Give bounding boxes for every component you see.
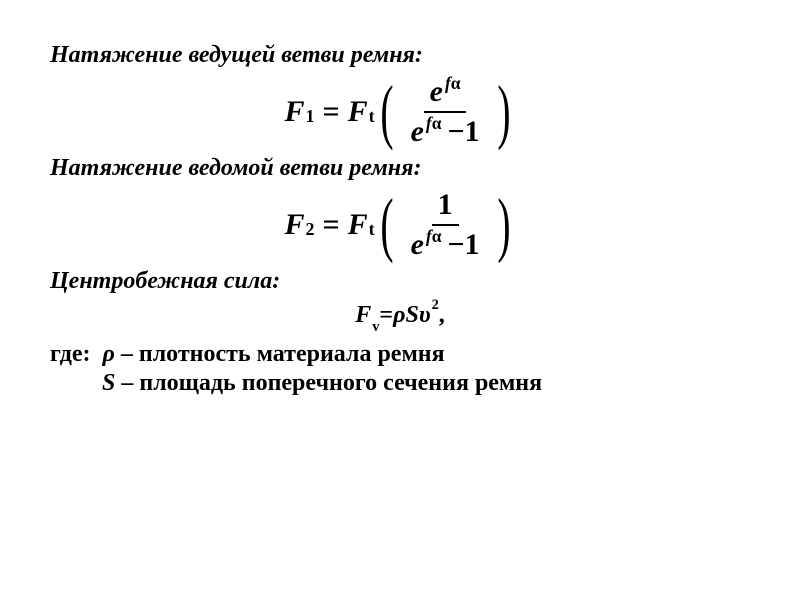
formula-fv: Fv=ρSυ2, (50, 301, 750, 333)
fv-comma: , (439, 302, 445, 328)
fv-v: υ (419, 302, 431, 328)
f2-num-one: 1 (438, 188, 453, 222)
f1-num-exp-alpha: α (451, 73, 461, 94)
where-s-dash: – (115, 370, 139, 396)
f1-lparen: ( (380, 83, 393, 141)
f2-fraction: 1 e fα −1 (405, 188, 486, 262)
f2-den-base: e (411, 228, 424, 262)
where-rho-dash: – (115, 341, 139, 367)
f2-eq: = (322, 208, 339, 242)
formula-f1: F1 = Ft ( e fα e fα −1 ) (50, 75, 750, 149)
where-s-text: площадь поперечного сечения ремня (139, 370, 542, 396)
heading-centrifugal: Центробежная сила: (50, 268, 750, 295)
f2-rhs-var: F (348, 208, 368, 242)
f2-lhs-var: F (284, 208, 304, 242)
f1-den-base: e (411, 115, 424, 149)
formula-f2: F2 = Ft ( 1 e fα −1 ) (50, 188, 750, 262)
f2-rhs-sub: t (369, 219, 375, 240)
f1-lhs-sub: 1 (305, 106, 314, 127)
f1-fraction: e fα e fα −1 (405, 75, 486, 149)
f1-den-minus: − (447, 115, 464, 149)
f2-den-exp-alpha: α (432, 226, 442, 247)
fv-s: S (405, 302, 418, 328)
fv-sq: 2 (432, 297, 439, 313)
f1-rhs-var: F (348, 95, 368, 129)
f2-lhs-sub: 2 (305, 219, 314, 240)
f1-eq: = (322, 95, 339, 129)
fv-var: F (355, 302, 371, 328)
where-line-rho: где: ρ – плотность материала ремня (50, 341, 750, 368)
f1-den-one: 1 (465, 115, 480, 149)
where-line-s: S – площадь поперечного сечения ремня (102, 370, 750, 397)
heading-tight-side: Натяжение ведущей ветви ремня: (50, 42, 750, 69)
f2-lparen: ( (380, 196, 393, 254)
where-rho-var: ρ (103, 341, 115, 367)
f1-lhs-var: F (284, 95, 304, 129)
where-rho-text: плотность материала ремня (139, 341, 445, 367)
f2-den-minus: − (447, 228, 464, 262)
fv-sub: v (372, 319, 379, 335)
f1-num-base: e (430, 75, 443, 109)
where-label: где: (50, 341, 91, 367)
f2-rparen: ) (497, 196, 510, 254)
where-s-var: S (102, 370, 115, 396)
f1-rparen: ) (497, 83, 510, 141)
fv-eq: = (379, 302, 393, 328)
fv-rho: ρ (393, 302, 405, 328)
f2-den-one: 1 (465, 228, 480, 262)
f1-den-exp-alpha: α (432, 113, 442, 134)
f1-rhs-sub: t (369, 106, 375, 127)
heading-slack-side: Натяжение ведомой ветви ремня: (50, 155, 750, 182)
